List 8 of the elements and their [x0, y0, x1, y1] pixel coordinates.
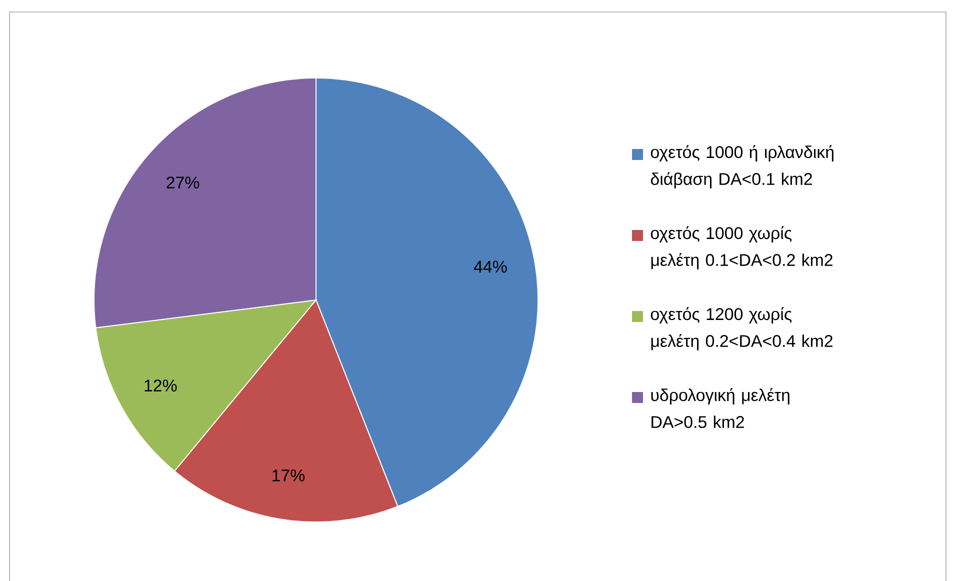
legend-label: οχετός 1000 ή ιρλανδική διάβαση DA<0.1 km2 — [650, 145, 834, 188]
data-label: 17% — [272, 469, 305, 482]
legend-label: οχετός 1200 χωρίς μελέτη 0.2<DA<0.4 km2 — [650, 307, 832, 350]
data-label: 27% — [166, 176, 200, 189]
legend-label: υδρολογική μελέτη DA>0.5 km2 — [651, 388, 790, 428]
legend-label: οχετός 1000 χωρίς μελέτη 0.1<DA<0.2 km2 — [650, 226, 832, 270]
data-label: 12% — [144, 380, 177, 392]
data-label: 44% — [474, 260, 507, 273]
